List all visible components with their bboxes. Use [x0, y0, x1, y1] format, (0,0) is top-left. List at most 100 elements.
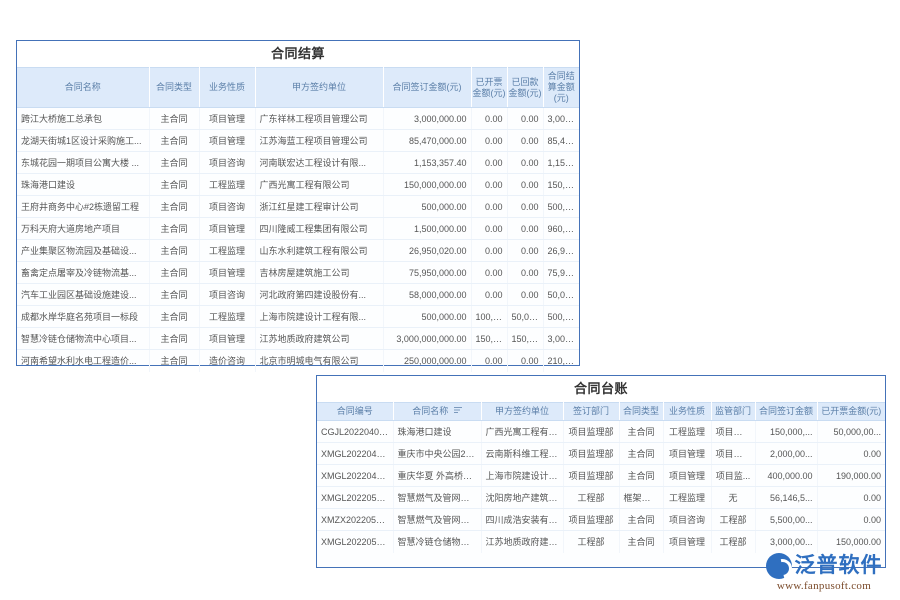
cell-contract-name[interactable]: 东城花园一期项目公寓大楼 ... [17, 151, 150, 174]
cell-party-a[interactable]: 广西光寓工程有限... [481, 420, 564, 444]
cell-contract-name[interactable]: 万科天府大道房地产项目 [17, 217, 150, 240]
table-row[interactable]: 珠海港口建设 主合同 工程监理 广西光寓工程有限公司 150,000,000.00 0.0… [17, 173, 579, 196]
cell-party-a[interactable]: 四川成浩安装有限... [481, 508, 564, 532]
cell-contract-code[interactable]: XMGL202204002 [317, 442, 394, 466]
cell-invoiced-amount: 0.00 [471, 261, 508, 284]
cell-contract-name[interactable]: 重庆华夏 外高桥装... [393, 464, 482, 488]
cell-signed-amount: 5,500,00... [755, 508, 818, 532]
cell-party-a[interactable]: 浙江红星建工程审计公司 [255, 195, 384, 218]
cell-party-a[interactable]: 江苏地质政府建筑... [481, 530, 564, 553]
table-row[interactable]: 畜禽定点屠宰及冷链物流基... 主合同 项目管理 吉林房屋建筑施工公司 75,950,0… [17, 261, 579, 284]
cell-contract-name[interactable]: 成都水岸华庭名苑项目一标段 [17, 305, 150, 328]
table-row[interactable]: 东城花园一期项目公寓大楼 ... 主合同 项目咨询 河南联宏达工程设计有限... 1,1… [17, 151, 579, 174]
settlement-col-invoiced-amount[interactable]: 已开票金额(元) [471, 67, 508, 108]
settlement-col-business-nature[interactable]: 业务性质 [199, 67, 256, 108]
cell-business-nature: 工程监理 [663, 486, 712, 510]
cell-contract-name[interactable]: 智慧燃气及管网提质... [393, 508, 482, 532]
cell-contract-name[interactable]: 智慧冷链仓储物流中心项目... [17, 327, 150, 350]
ledger-col-contract-type[interactable]: 合同类型 [619, 401, 664, 422]
cell-settle-amount: 1,153,3... [543, 151, 579, 174]
cell-contract-code[interactable]: XMGL202204003 [317, 464, 394, 488]
cell-contract-name[interactable]: 龙湖天街城1区设计采购施工... [17, 129, 150, 152]
cell-invoiced-amount: 0.00 [471, 195, 508, 218]
cell-party-a[interactable]: 北京市明城电气有限公司 [255, 349, 384, 372]
table-row[interactable]: 万科天府大道房地产项目 主合同 项目管理 四川隆威工程集团有限公司 1,500,000.… [17, 217, 579, 240]
settlement-col-settle-amount[interactable]: 合同结算金额(元) [543, 67, 579, 108]
settlement-col-contract-name[interactable]: 合同名称 [17, 67, 150, 108]
cell-contract-name[interactable]: 智慧冷链仓储物流中... [393, 530, 482, 553]
table-row[interactable]: 产业集聚区物流园及基础设... 主合同 工程监理 山东水利建筑工程有限公司 26,950… [17, 239, 579, 262]
cell-contract-name[interactable]: 王府井商务中心#2栋遗留工程 [17, 195, 150, 218]
cell-signed-amount: 3,000,00... [755, 530, 818, 553]
ledger-table-head: 合同编号 合同名称 甲方签约单位 签订部门 合同类型 [317, 401, 885, 422]
table-row[interactable]: XMGL202204003 重庆华夏 外高桥装... 上海市院建设计工... 项目监理… [317, 464, 885, 488]
table-row[interactable]: 龙湖天街城1区设计采购施工... 主合同 项目管理 江苏海蓝工程项目管理公司 85,47… [17, 129, 579, 152]
cell-settle-amount: 75,900,... [543, 261, 579, 284]
cell-party-a[interactable]: 上海市院建设计工... [481, 464, 564, 488]
table-row[interactable]: XMGL2022050002 智慧燃气及管网提质... 沈阳房地产建筑工... 工程部… [317, 486, 885, 510]
cell-signed-amount: 1,153,357.40 [383, 151, 472, 174]
cell-party-a[interactable]: 江苏海蓝工程项目管理公司 [255, 129, 384, 152]
cell-business-nature: 项目管理 [199, 107, 256, 130]
cell-party-a[interactable]: 江苏地质政府建筑公司 [255, 327, 384, 350]
settlement-col-contract-type[interactable]: 合同类型 [149, 67, 200, 108]
cell-signed-amount: 85,470,000.00 [383, 129, 472, 152]
cell-contract-name[interactable]: 珠海港口建设 [17, 173, 150, 196]
table-row[interactable]: 汽车工业园区基础设施建设... 主合同 项目咨询 河北政府第四建设股份有... 58,0… [17, 283, 579, 306]
cell-party-a[interactable]: 广东祥林工程项目管理公司 [255, 107, 384, 130]
settlement-col-received-amount[interactable]: 已回款金额(元) [507, 67, 544, 108]
cell-invoiced-amount: 0.00 [817, 508, 885, 532]
ledger-col-contract-code[interactable]: 合同编号 [317, 401, 394, 422]
table-row[interactable]: 河南希望水利水电工程造价... 主合同 造价咨询 北京市明城电气有限公司 250,000… [17, 349, 579, 372]
table-row[interactable]: CGJL202204009 珠海港口建设 广西光寓工程有限... 项目监理部 主合同 工程… [317, 420, 885, 444]
cell-contract-code[interactable]: XMGL202205006 [317, 530, 394, 553]
cell-contract-name[interactable]: 重庆市中央公园2022... [393, 442, 482, 466]
cell-party-a[interactable]: 四川隆威工程集团有限公司 [255, 217, 384, 240]
table-row[interactable]: XMZX202205002 智慧燃气及管网提质... 四川成浩安装有限... 项目监理… [317, 508, 885, 532]
cell-party-a[interactable]: 上海市院建设计工程有限... [255, 305, 384, 328]
ledger-col-signing-dept[interactable]: 签订部门 [563, 401, 620, 422]
ledger-col-invoiced-amount[interactable]: 已开票金额(元) [817, 401, 885, 422]
cell-business-nature: 造价咨询 [199, 349, 256, 372]
table-row[interactable]: XMGL202204002 重庆市中央公园2022... 云南斯科维工程有... 项目… [317, 442, 885, 466]
cell-party-a[interactable]: 河南联宏达工程设计有限... [255, 151, 384, 174]
cell-contract-name[interactable]: 汽车工业园区基础设施建设... [17, 283, 150, 306]
settlement-col-party-a[interactable]: 甲方签约单位 [255, 67, 384, 108]
table-row[interactable]: XMGL202205006 智慧冷链仓储物流中... 江苏地质政府建筑... 工程部主… [317, 530, 885, 553]
cell-contract-code[interactable]: XMGL2022050002 [317, 486, 394, 510]
cell-party-a[interactable]: 吉林房屋建筑施工公司 [255, 261, 384, 284]
cell-contract-name[interactable]: 产业集聚区物流园及基础设... [17, 239, 150, 262]
cell-party-a[interactable]: 山东水利建筑工程有限公司 [255, 239, 384, 262]
table-row[interactable]: 成都水岸华庭名苑项目一标段 主合同 工程监理 上海市院建设计工程有限... 500,00… [17, 305, 579, 328]
table-row[interactable]: 跨江大桥施工总承包 主合同 项目管理 广东祥林工程项目管理公司 3,000,000.00… [17, 107, 579, 130]
ledger-col-signed-amount[interactable]: 合同签订金额 [755, 401, 818, 422]
cell-signed-amount: 75,950,000.00 [383, 261, 472, 284]
cell-invoiced-amount: 0.00 [471, 151, 508, 174]
ledger-col-party-a[interactable]: 甲方签约单位 [481, 401, 564, 422]
cell-contract-name[interactable]: 智慧燃气及管网提质... [393, 486, 482, 510]
cell-party-a[interactable]: 沈阳房地产建筑工... [481, 486, 564, 510]
cell-party-a[interactable]: 河北政府第四建设股份有... [255, 283, 384, 306]
cell-contract-name[interactable]: 跨江大桥施工总承包 [17, 107, 150, 130]
cell-invoiced-amount: 0.00 [817, 442, 885, 466]
ledger-col-business-nature[interactable]: 业务性质 [663, 401, 712, 422]
cell-business-nature: 项目咨询 [663, 508, 712, 532]
cell-signed-amount: 150,000,000.00 [383, 173, 472, 196]
cell-contract-code[interactable]: CGJL202204009 [317, 420, 394, 444]
cell-party-a[interactable]: 广西光寓工程有限公司 [255, 173, 384, 196]
cell-contract-name[interactable]: 河南希望水利水电工程造价... [17, 349, 150, 372]
contract-ledger-title: 合同台账 [317, 376, 885, 402]
cell-received-amount: 0.00 [507, 129, 544, 152]
table-row[interactable]: 智慧冷链仓储物流中心项目... 主合同 项目管理 江苏地质政府建筑公司 3,000,00… [17, 327, 579, 350]
cell-contract-code[interactable]: XMZX202205002 [317, 508, 394, 532]
sort-filter-icon[interactable] [453, 406, 462, 417]
settlement-col-signed-amount[interactable]: 合同签订金额(元) [383, 67, 472, 108]
cell-contract-name[interactable]: 畜禽定点屠宰及冷链物流基... [17, 261, 150, 284]
cell-supervise-dept: 项目二部 [711, 442, 756, 466]
cell-business-nature: 工程监理 [663, 420, 712, 444]
cell-contract-name[interactable]: 珠海港口建设 [393, 420, 482, 444]
table-row[interactable]: 王府井商务中心#2栋遗留工程 主合同 项目咨询 浙江红星建工程审计公司 500,000.… [17, 195, 579, 218]
ledger-col-supervise-dept[interactable]: 监管部门 [711, 401, 756, 422]
ledger-col-contract-name[interactable]: 合同名称 [393, 401, 482, 422]
cell-party-a[interactable]: 云南斯科维工程有... [481, 442, 564, 466]
